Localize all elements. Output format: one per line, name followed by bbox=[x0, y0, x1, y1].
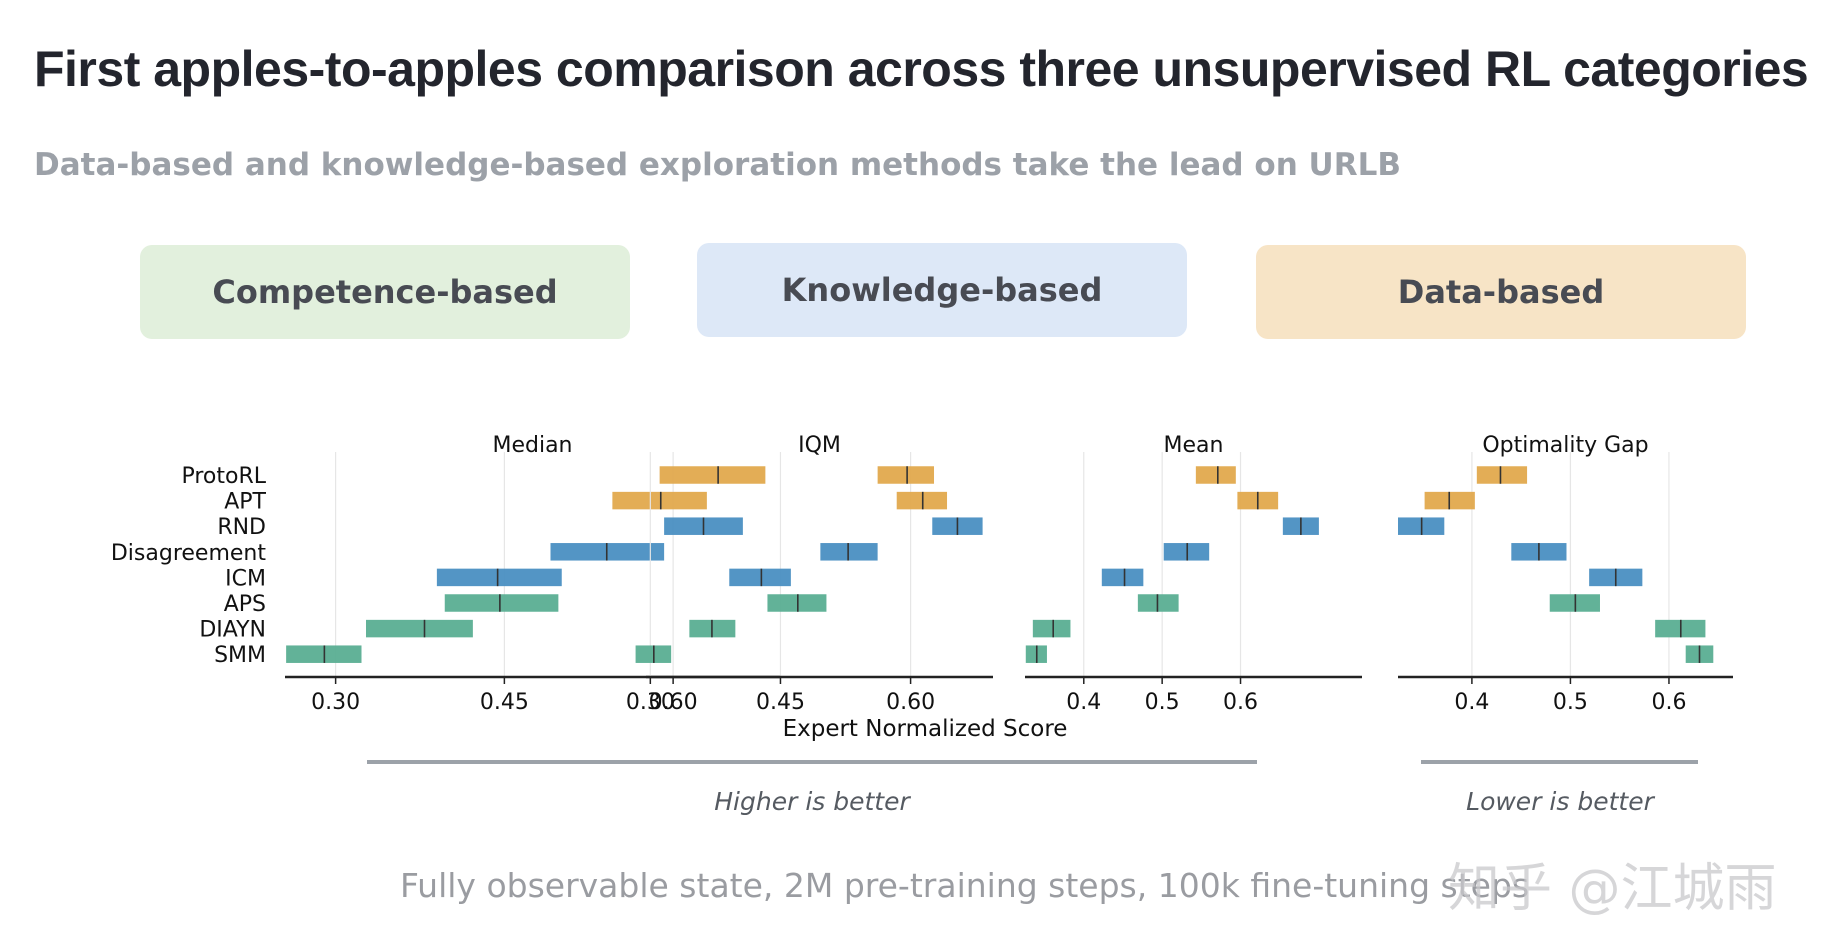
interval-bar-iqm-protorl bbox=[877, 466, 935, 484]
panel-title-mean: Mean bbox=[1164, 433, 1224, 458]
interval-bar-median-icm bbox=[436, 568, 562, 587]
interval-bar-median-protorl bbox=[659, 466, 766, 484]
interval-bar-iqm-disagreement bbox=[820, 543, 878, 561]
interval-bar-mean-protorl bbox=[1195, 466, 1236, 484]
tick-label-optimality-gap: 0.6 bbox=[1651, 690, 1686, 715]
panel-iqm: 0.30 0.45 0.60 IQM bbox=[626, 433, 993, 715]
tick-label-iqm: 0.45 bbox=[756, 690, 805, 715]
page-title: First apples-to-apples comparison across… bbox=[34, 41, 1809, 97]
interval-bar-median-diayn bbox=[366, 619, 473, 638]
tick-label-mean: 0.6 bbox=[1223, 690, 1258, 715]
panel-title-iqm: IQM bbox=[798, 433, 841, 458]
method-label-disagreement: Disagreement bbox=[111, 541, 267, 566]
interval-bar-iqm-icm bbox=[729, 568, 791, 587]
interval-bar-median-aps bbox=[444, 594, 559, 612]
interval-bar-mean-diayn bbox=[1032, 619, 1071, 638]
panel-title-optimality-gap: Optimality Gap bbox=[1482, 433, 1648, 458]
category-data: Data-based bbox=[1256, 245, 1746, 339]
tick-label-median: 0.60 bbox=[649, 690, 698, 715]
tick-label-median: 0.30 bbox=[311, 690, 360, 715]
method-label-protorl: ProtoRL bbox=[181, 464, 266, 489]
category-competence-label: Competence-based bbox=[212, 273, 558, 311]
interval-bar-iqm-aps bbox=[767, 594, 827, 612]
tick-label-optimality-gap: 0.4 bbox=[1454, 690, 1489, 715]
method-label-aps: APS bbox=[224, 592, 266, 617]
footer-note: Fully observable state, 2M pre-training … bbox=[400, 866, 1530, 905]
tick-label-iqm: 0.60 bbox=[886, 690, 935, 715]
method-label-smm: SMM bbox=[214, 643, 266, 668]
watermark: 知乎 @江城雨 bbox=[1448, 859, 1777, 919]
interval-bar-iqm-apt bbox=[896, 491, 948, 510]
category-competence: Competence-based bbox=[140, 245, 630, 339]
panel-title-median: Median bbox=[492, 433, 572, 458]
higher-is-better-label: Higher is better bbox=[714, 787, 911, 816]
tick-label-median: 0.45 bbox=[480, 690, 529, 715]
method-label-rnd: RND bbox=[217, 515, 266, 540]
interval-bar-median-apt bbox=[612, 491, 707, 510]
tick-label-optimality-gap: 0.5 bbox=[1553, 690, 1588, 715]
tick-label-iqm: 0.30 bbox=[626, 690, 675, 715]
panel-median: 0.30 0.45 0.60 Median bbox=[285, 433, 780, 715]
page-subtitle: Data-based and knowledge-based explorati… bbox=[34, 147, 1401, 183]
lower-is-better-label: Lower is better bbox=[1466, 787, 1655, 816]
method-label-apt: APT bbox=[224, 490, 266, 515]
method-label-diayn: DIAYN bbox=[199, 618, 266, 643]
panel-optimality-gap: 0.4 0.5 0.6 Optimality Gap bbox=[1398, 433, 1733, 715]
category-data-label: Data-based bbox=[1397, 273, 1605, 311]
panel-mean: 0.4 0.5 0.6 Mean bbox=[1025, 433, 1362, 715]
category-knowledge: Knowledge-based bbox=[697, 243, 1187, 337]
interval-bar-optimality-gap-protorl bbox=[1476, 466, 1528, 484]
interval-bar-mean-icm bbox=[1101, 568, 1144, 587]
method-label-icm: ICM bbox=[225, 566, 266, 591]
category-knowledge-label: Knowledge-based bbox=[781, 271, 1103, 309]
tick-label-mean: 0.5 bbox=[1145, 690, 1180, 715]
x-axis-label: Expert Normalized Score bbox=[783, 716, 1068, 742]
tick-label-mean: 0.4 bbox=[1066, 690, 1101, 715]
